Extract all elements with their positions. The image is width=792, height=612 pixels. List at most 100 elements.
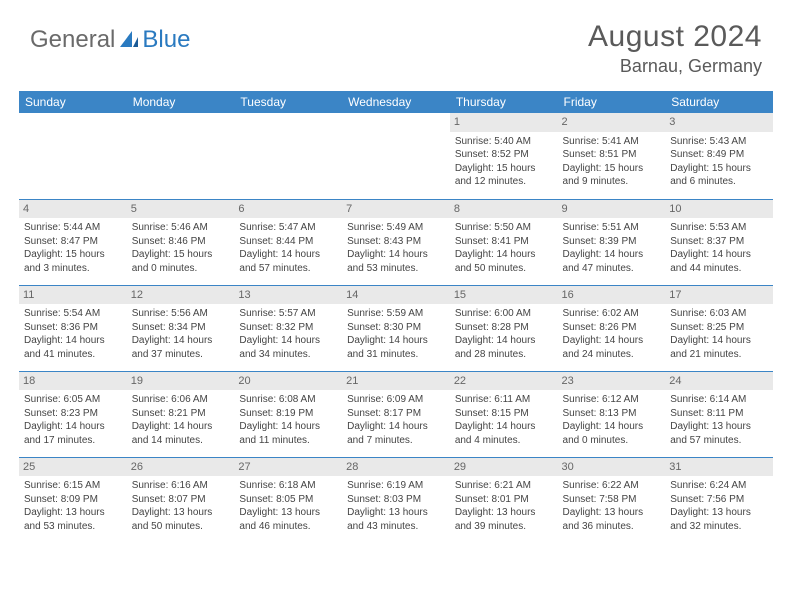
calendar-cell (19, 113, 127, 199)
daylight-line: Daylight: 14 hours (455, 334, 553, 348)
sunrise-line: Sunrise: 6:05 AM (24, 393, 122, 407)
calendar-cell: 22Sunrise: 6:11 AMSunset: 8:15 PMDayligh… (450, 371, 558, 457)
daylight-line: Daylight: 13 hours (455, 506, 553, 520)
daylight-line: and 14 minutes. (132, 434, 230, 448)
daylight-line: and 41 minutes. (24, 348, 122, 362)
dayname: Monday (127, 91, 235, 113)
sunset-line: Sunset: 7:56 PM (670, 493, 768, 507)
calendar-cell: 5Sunrise: 5:46 AMSunset: 8:46 PMDaylight… (127, 199, 235, 285)
sunset-line: Sunset: 8:39 PM (563, 235, 661, 249)
calendar-cell: 21Sunrise: 6:09 AMSunset: 8:17 PMDayligh… (342, 371, 450, 457)
day-number: 14 (342, 286, 450, 305)
sunset-line: Sunset: 8:19 PM (239, 407, 337, 421)
sunrise-line: Sunrise: 6:24 AM (670, 479, 768, 493)
dayname: Friday (558, 91, 666, 113)
daylight-line: and 37 minutes. (132, 348, 230, 362)
calendar-cell: 14Sunrise: 5:59 AMSunset: 8:30 PMDayligh… (342, 285, 450, 371)
daylight-line: Daylight: 15 hours (132, 248, 230, 262)
daylight-line: Daylight: 13 hours (670, 420, 768, 434)
sunrise-line: Sunrise: 6:15 AM (24, 479, 122, 493)
daylight-line: and 39 minutes. (455, 520, 553, 534)
sunrise-line: Sunrise: 5:59 AM (347, 307, 445, 321)
daylight-line: and 50 minutes. (455, 262, 553, 276)
day-number: 1 (450, 113, 558, 132)
daylight-line: and 47 minutes. (563, 262, 661, 276)
daylight-line: and 3 minutes. (24, 262, 122, 276)
calendar-cell: 20 Sunrise: 6:08 AMSunset: 8:19 PMDayligh… (234, 371, 342, 457)
daylight-line: and 9 minutes. (563, 175, 661, 189)
daylight-line: and 50 minutes. (132, 520, 230, 534)
sunrise-line: Sunrise: 6:06 AM (132, 393, 230, 407)
sunset-line: Sunset: 8:49 PM (670, 148, 768, 162)
sunrise-line: Sunrise: 6:14 AM (670, 393, 768, 407)
daylight-line: Daylight: 15 hours (670, 162, 768, 176)
calendar-cell: 8Sunrise: 5:50 AMSunset: 8:41 PMDaylight… (450, 199, 558, 285)
sunset-line: Sunset: 8:09 PM (24, 493, 122, 507)
daylight-line: Daylight: 14 hours (455, 420, 553, 434)
daylight-line: and 6 minutes. (670, 175, 768, 189)
sail-icon (118, 29, 140, 54)
daylight-line: Daylight: 14 hours (563, 334, 661, 348)
location: Barnau, Germany (588, 56, 762, 77)
sunrise-line: Sunrise: 5:50 AM (455, 221, 553, 235)
calendar-cell: 26Sunrise: 6:16 AMSunset: 8:07 PMDayligh… (127, 457, 235, 543)
day-number: 27 (234, 458, 342, 477)
daylight-line: Daylight: 14 hours (239, 420, 337, 434)
calendar-cell: 2Sunrise: 5:41 AMSunset: 8:51 PMDaylight… (558, 113, 666, 199)
calendar-cell: 13Sunrise: 5:57 AMSunset: 8:32 PMDayligh… (234, 285, 342, 371)
calendar-cell: 23Sunrise: 6:12 AMSunset: 8:13 PMDayligh… (558, 371, 666, 457)
daylight-line: and 44 minutes. (670, 262, 768, 276)
daylight-line: Daylight: 15 hours (563, 162, 661, 176)
day-number: 2 (558, 113, 666, 132)
sunset-line: Sunset: 8:11 PM (670, 407, 768, 421)
daylight-line: and 24 minutes. (563, 348, 661, 362)
calendar-cell: 30Sunrise: 6:22 AMSunset: 7:58 PMDayligh… (558, 457, 666, 543)
calendar-row: 1Sunrise: 5:40 AMSunset: 8:52 PMDaylight… (19, 113, 773, 199)
dayname: Tuesday (234, 91, 342, 113)
sunrise-line: Sunrise: 5:46 AM (132, 221, 230, 235)
sunrise-line: Sunrise: 6:18 AM (239, 479, 337, 493)
sunrise-line: Sunrise: 6:02 AM (563, 307, 661, 321)
day-number: 23 (558, 372, 666, 391)
dayname-row: Sunday Monday Tuesday Wednesday Thursday… (19, 91, 773, 113)
daylight-line: and 31 minutes. (347, 348, 445, 362)
calendar-cell (234, 113, 342, 199)
calendar-cell: 18Sunrise: 6:05 AMSunset: 8:23 PMDayligh… (19, 371, 127, 457)
header: General Blue August 2024 Barnau, Germany (0, 0, 792, 85)
day-number: 21 (342, 372, 450, 391)
sunrise-line: Sunrise: 6:08 AM (239, 393, 337, 407)
daylight-line: Daylight: 14 hours (132, 334, 230, 348)
sunset-line: Sunset: 7:58 PM (563, 493, 661, 507)
daylight-line: and 34 minutes. (239, 348, 337, 362)
logo: General Blue (30, 26, 190, 54)
daylight-line: and 46 minutes. (239, 520, 337, 534)
daylight-line: and 43 minutes. (347, 520, 445, 534)
calendar-cell: 11Sunrise: 5:54 AMSunset: 8:36 PMDayligh… (19, 285, 127, 371)
day-number: 20 (234, 372, 342, 391)
daylight-line: Daylight: 13 hours (670, 506, 768, 520)
calendar-cell: 7Sunrise: 5:49 AMSunset: 8:43 PMDaylight… (342, 199, 450, 285)
day-number: 18 (19, 372, 127, 391)
sunset-line: Sunset: 8:43 PM (347, 235, 445, 249)
calendar-cell: 12Sunrise: 5:56 AMSunset: 8:34 PMDayligh… (127, 285, 235, 371)
day-number: 19 (127, 372, 235, 391)
daylight-line: and 53 minutes. (347, 262, 445, 276)
sunrise-line: Sunrise: 5:44 AM (24, 221, 122, 235)
sunrise-line: Sunrise: 5:53 AM (670, 221, 768, 235)
sunset-line: Sunset: 8:32 PM (239, 321, 337, 335)
calendar-table: Sunday Monday Tuesday Wednesday Thursday… (19, 91, 773, 543)
sunset-line: Sunset: 8:52 PM (455, 148, 553, 162)
sunset-line: Sunset: 8:47 PM (24, 235, 122, 249)
day-number: 10 (665, 200, 773, 219)
sunset-line: Sunset: 8:21 PM (132, 407, 230, 421)
calendar-cell: 4Sunrise: 5:44 AMSunset: 8:47 PMDaylight… (19, 199, 127, 285)
calendar-cell: 10Sunrise: 5:53 AMSunset: 8:37 PMDayligh… (665, 199, 773, 285)
daylight-line: Daylight: 14 hours (24, 334, 122, 348)
daylight-line: Daylight: 15 hours (24, 248, 122, 262)
sunrise-line: Sunrise: 6:03 AM (670, 307, 768, 321)
calendar-row: 18Sunrise: 6:05 AMSunset: 8:23 PMDayligh… (19, 371, 773, 457)
daylight-line: and 53 minutes. (24, 520, 122, 534)
daylight-line: Daylight: 14 hours (563, 248, 661, 262)
logo-word1: General (30, 26, 115, 54)
daylight-line: Daylight: 14 hours (239, 334, 337, 348)
